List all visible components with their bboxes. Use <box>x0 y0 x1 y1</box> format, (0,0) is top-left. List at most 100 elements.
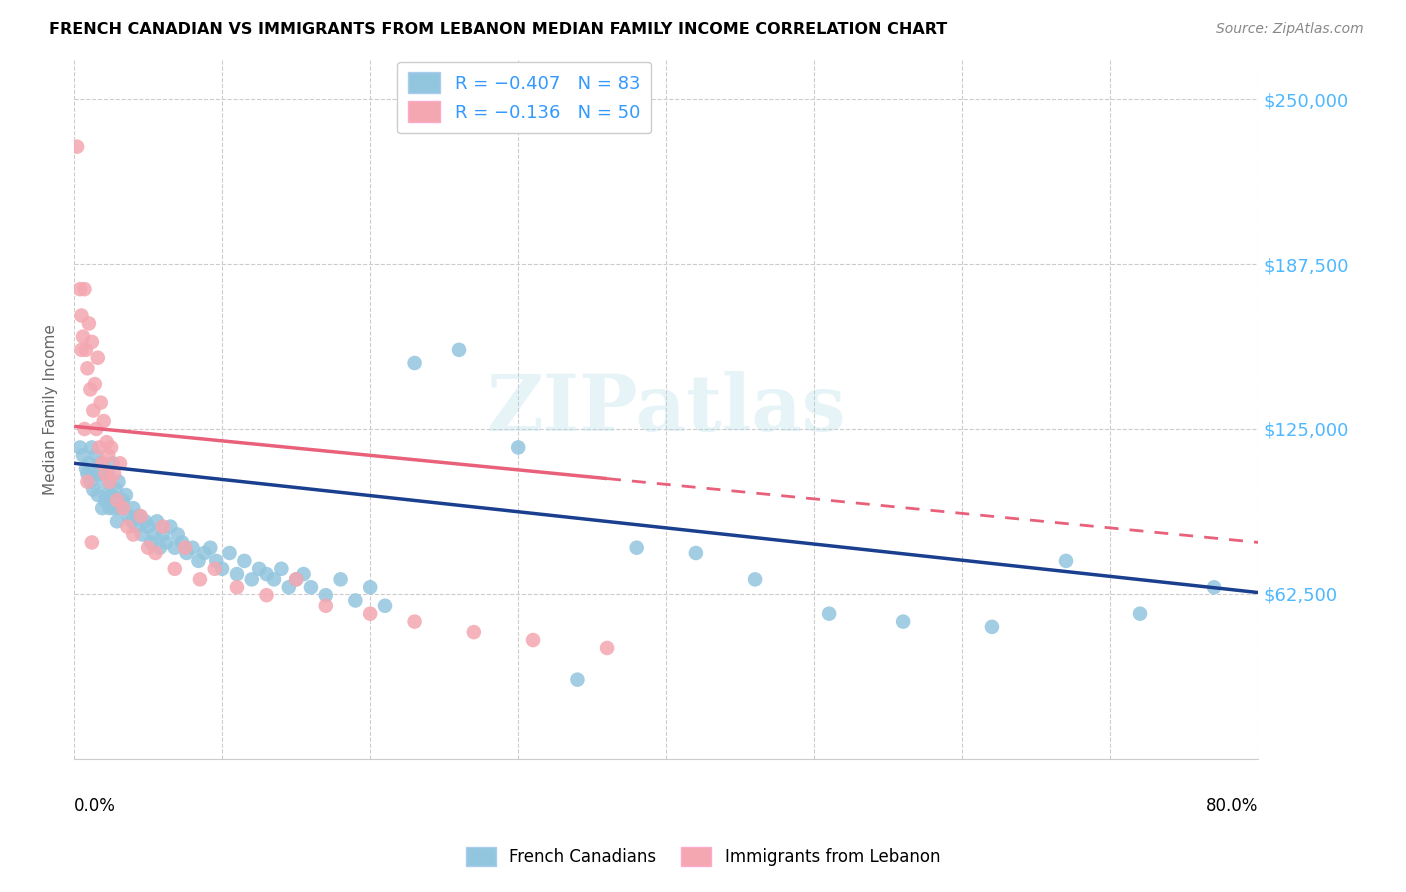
Point <box>359 607 381 621</box>
Point <box>226 580 249 594</box>
Point <box>256 567 278 582</box>
Point <box>522 633 544 648</box>
Point <box>105 493 128 508</box>
Point <box>626 541 648 555</box>
Point <box>174 541 197 555</box>
Point <box>163 541 186 555</box>
Legend: French Canadians, Immigrants from Lebanon: French Canadians, Immigrants from Lebano… <box>460 840 946 873</box>
Point <box>93 414 115 428</box>
Point <box>247 562 270 576</box>
Point <box>111 493 134 508</box>
Point <box>263 573 285 587</box>
Point <box>75 343 97 357</box>
Point <box>72 329 94 343</box>
Point <box>97 467 120 481</box>
Text: ZIPatlas: ZIPatlas <box>486 371 846 447</box>
Point <box>100 441 122 455</box>
Point <box>218 546 240 560</box>
Point <box>1202 580 1225 594</box>
Point <box>89 467 111 481</box>
Point <box>270 562 292 576</box>
Point <box>103 501 125 516</box>
Point <box>233 554 256 568</box>
Point <box>91 501 114 516</box>
Point <box>187 554 209 568</box>
Point <box>891 615 914 629</box>
Point <box>374 599 396 613</box>
Point <box>103 467 125 481</box>
Point <box>596 640 619 655</box>
Point <box>131 527 153 541</box>
Point <box>744 573 766 587</box>
Point <box>80 334 103 349</box>
Point <box>122 527 145 541</box>
Point <box>285 573 308 587</box>
Point <box>76 475 98 489</box>
Point <box>82 483 104 497</box>
Point <box>87 351 110 365</box>
Point <box>344 593 367 607</box>
Point <box>79 475 101 489</box>
Point <box>111 501 134 516</box>
Point <box>98 501 121 516</box>
Point <box>87 488 110 502</box>
Point <box>146 514 169 528</box>
Point <box>73 282 96 296</box>
Point <box>66 139 89 153</box>
Point <box>176 546 198 560</box>
Point <box>285 573 308 587</box>
Point <box>91 456 114 470</box>
Point <box>172 535 194 549</box>
Point <box>118 509 141 524</box>
Point <box>193 546 215 560</box>
Point <box>80 441 103 455</box>
Point <box>73 422 96 436</box>
Point <box>981 620 1004 634</box>
Point <box>139 535 162 549</box>
Point <box>292 567 315 582</box>
Point <box>277 580 299 594</box>
Point <box>69 441 91 455</box>
Point <box>97 448 120 462</box>
Point <box>134 514 156 528</box>
Point <box>98 475 121 489</box>
Point <box>329 573 352 587</box>
Point <box>240 573 263 587</box>
Point <box>79 383 101 397</box>
Point <box>125 519 148 533</box>
Point <box>226 567 249 582</box>
Point <box>82 403 104 417</box>
Point <box>315 599 337 613</box>
Point <box>166 527 188 541</box>
Point <box>89 441 111 455</box>
Point <box>108 501 131 516</box>
Point <box>128 509 150 524</box>
Point <box>76 361 98 376</box>
Point <box>90 395 112 409</box>
Point <box>143 527 166 541</box>
Point <box>69 282 91 296</box>
Point <box>90 456 112 470</box>
Point <box>84 422 107 436</box>
Point <box>107 475 129 489</box>
Point <box>96 488 118 502</box>
Point <box>104 483 127 497</box>
Point <box>122 501 145 516</box>
Point <box>155 535 177 549</box>
Point <box>145 546 167 560</box>
Point <box>121 514 143 528</box>
Point <box>447 343 470 357</box>
Point <box>200 541 222 555</box>
Point <box>359 580 381 594</box>
Point <box>299 580 322 594</box>
Point <box>108 456 131 470</box>
Point <box>404 615 426 629</box>
Point <box>315 588 337 602</box>
Point <box>152 519 174 533</box>
Point <box>117 519 139 533</box>
Point <box>76 467 98 481</box>
Point <box>101 456 124 470</box>
Point <box>129 509 152 524</box>
Point <box>256 588 278 602</box>
Text: FRENCH CANADIAN VS IMMIGRANTS FROM LEBANON MEDIAN FAMILY INCOME CORRELATION CHAR: FRENCH CANADIAN VS IMMIGRANTS FROM LEBAN… <box>49 22 948 37</box>
